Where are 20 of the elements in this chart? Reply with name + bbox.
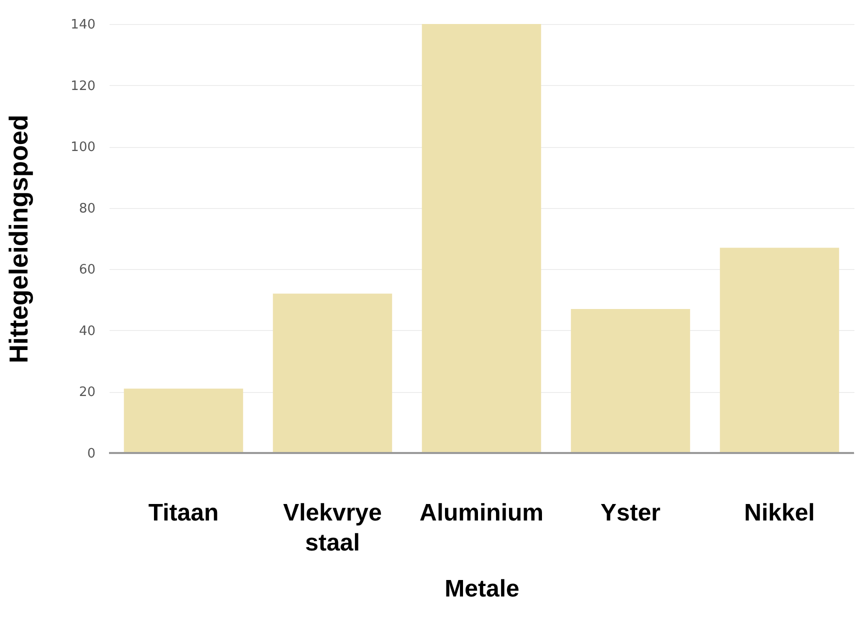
- y-tick-label: 140: [70, 18, 96, 32]
- x-tick-label: Nikkel: [744, 500, 815, 526]
- x-tick-label: Titaan: [148, 500, 219, 526]
- bar: [422, 24, 542, 453]
- y-tick-label: 100: [70, 140, 96, 156]
- y-tick-label: 60: [78, 262, 96, 278]
- y-tick-label: 80: [78, 201, 96, 216]
- y-tick-label: 120: [70, 78, 96, 94]
- y-tick-label: 20: [78, 385, 96, 400]
- y-tick-label: 40: [78, 324, 96, 339]
- y-axis-title: Hittegeleidingspoed: [4, 114, 34, 364]
- x-tick-label: Vlekvrye staal: [283, 500, 382, 556]
- x-tick-label: Aluminium: [420, 500, 544, 526]
- bar: [272, 294, 392, 453]
- x-tick-label: Yster: [600, 500, 661, 526]
- y-tick-label: 0: [87, 446, 96, 462]
- x-axis-title: Metale: [444, 576, 520, 602]
- bar: [124, 388, 244, 453]
- bar: [570, 308, 690, 453]
- bar: [720, 248, 840, 453]
